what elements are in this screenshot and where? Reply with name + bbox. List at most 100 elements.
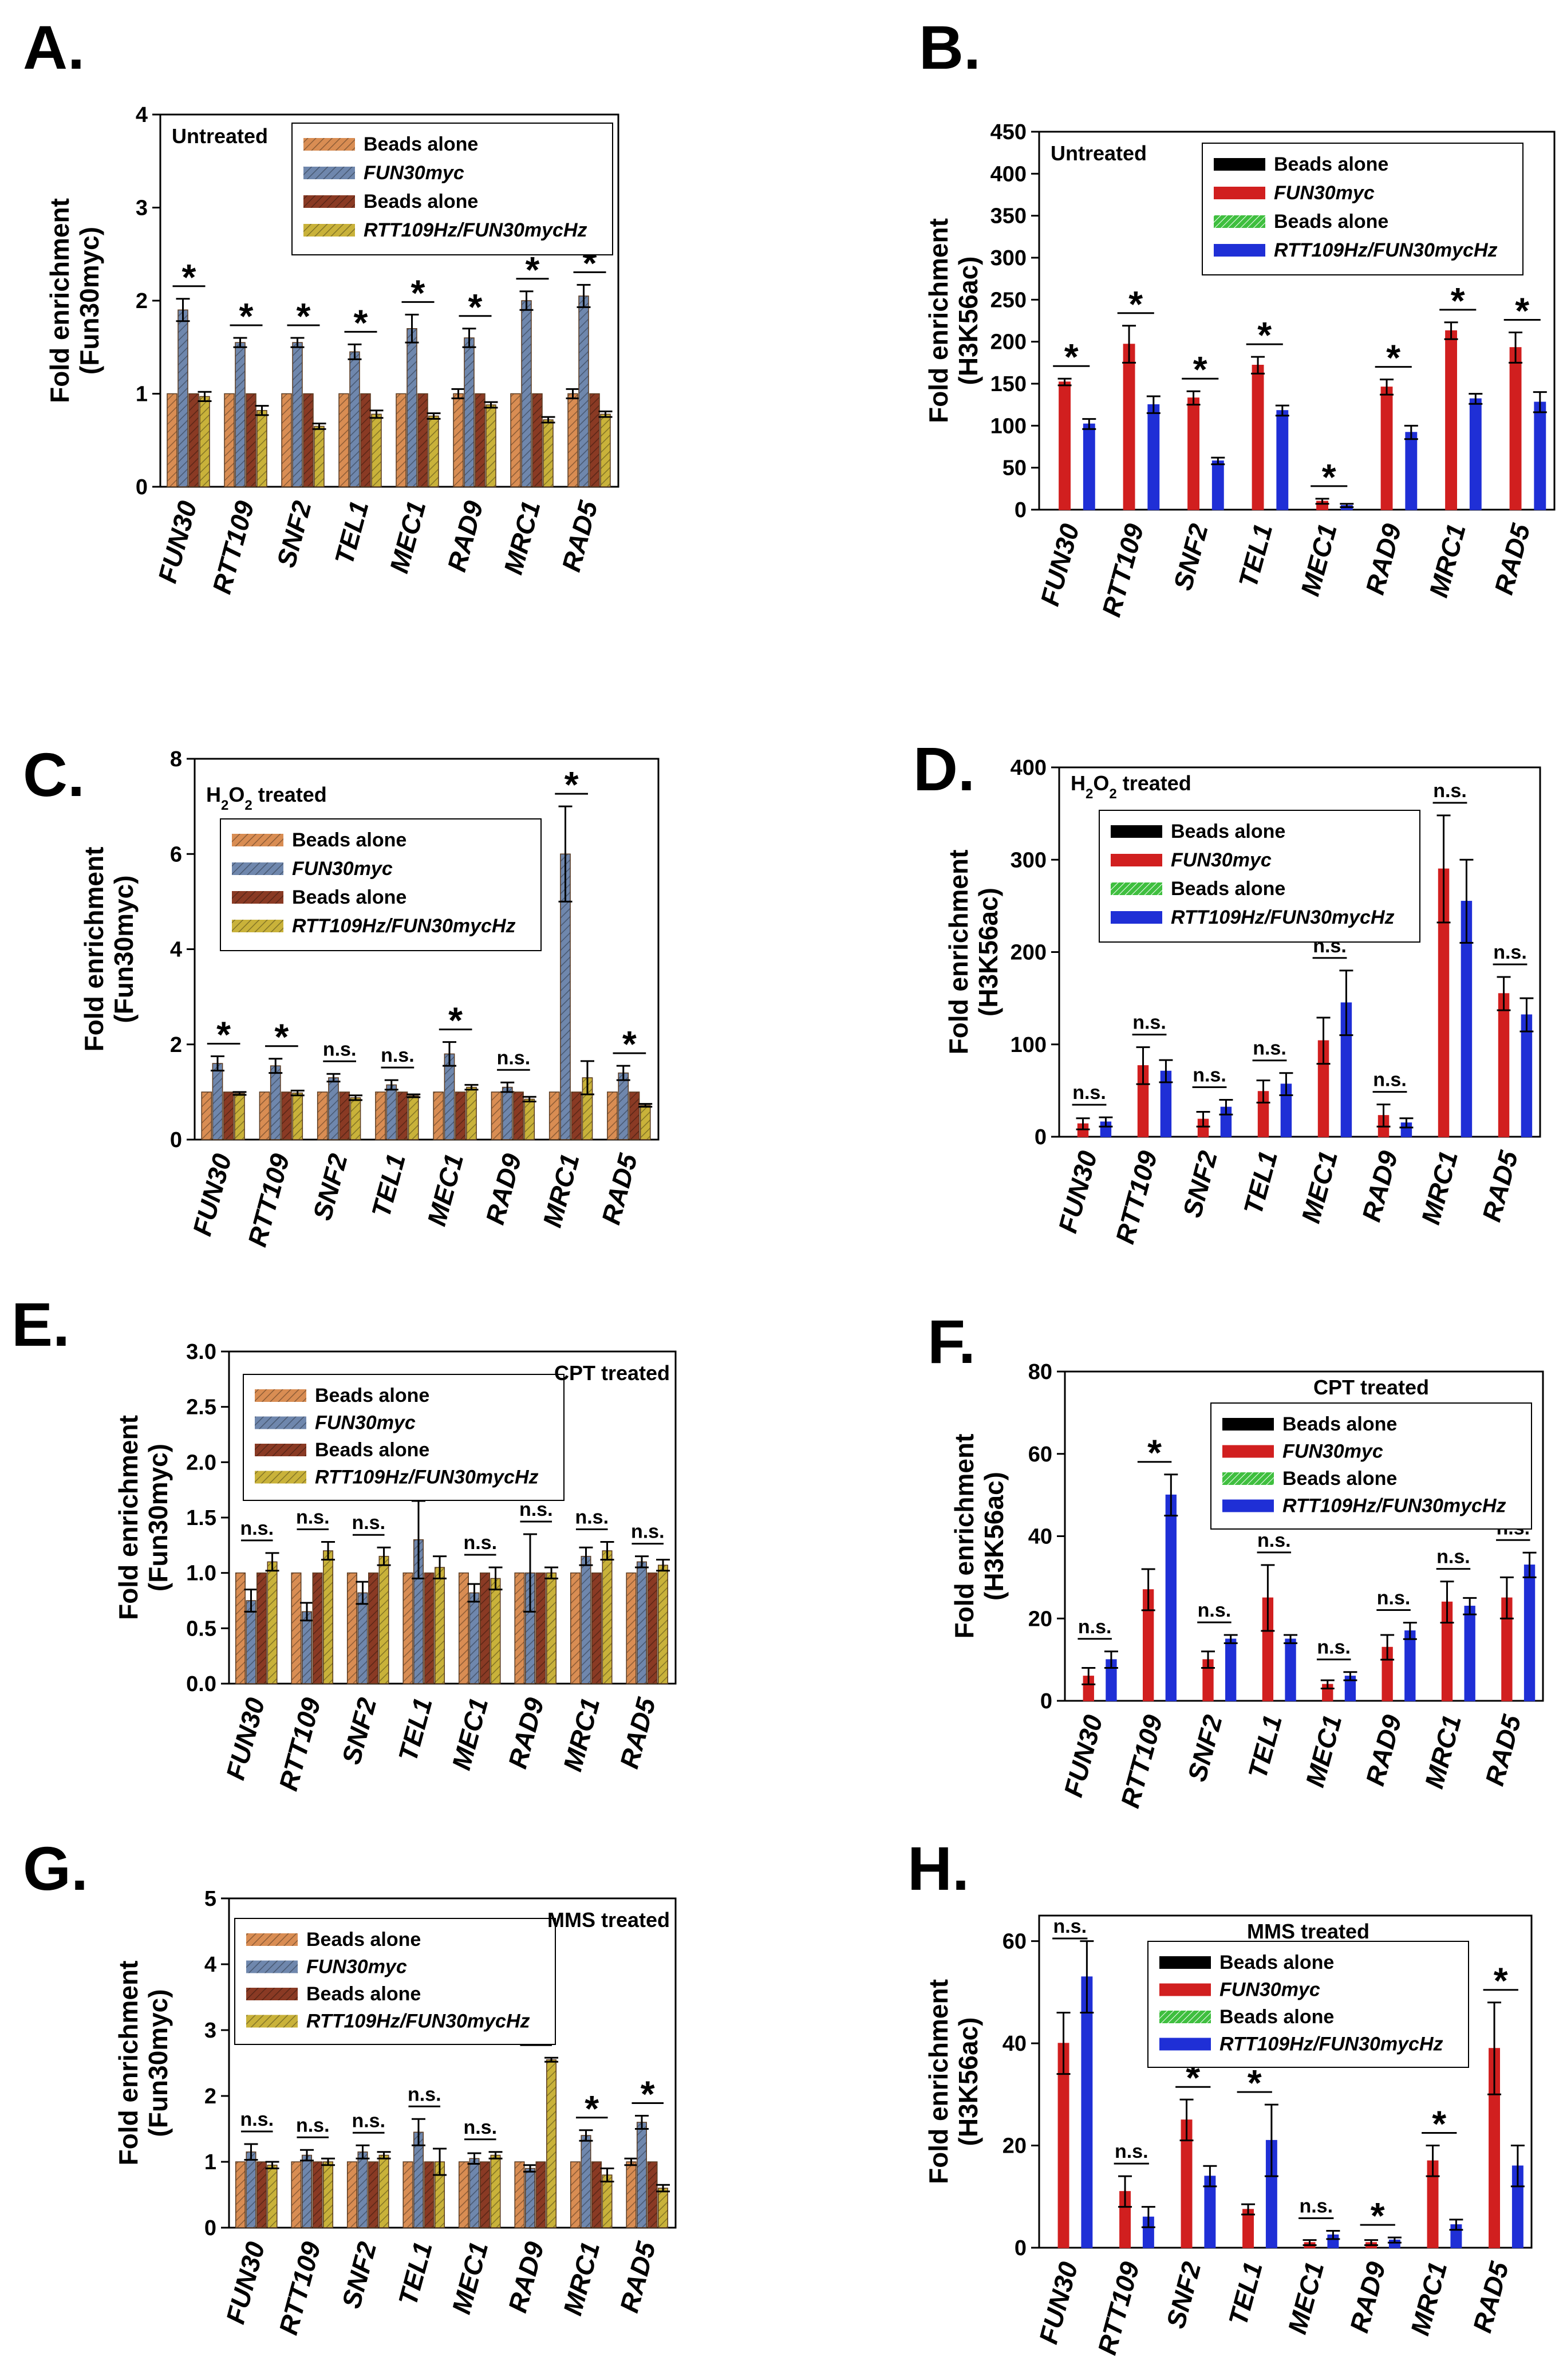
bar xyxy=(312,1572,323,1684)
significance-label: * xyxy=(216,1014,231,1055)
y-tick-label: 1.5 xyxy=(186,1506,216,1530)
chart-svg: 0 20 40 60 80 Fold enrichment(H3K56ac) n.s. FUN… xyxy=(949,1360,1544,1811)
y-tick-label: 2 xyxy=(170,1033,182,1057)
panel-g: G. 0 1 2 3 4 5 Fold enrichment(Fun30myc) n.s. FUN… xyxy=(0,1833,782,2380)
significance-label: * xyxy=(1147,1432,1162,1473)
significance-label: n.s. xyxy=(1299,2196,1333,2217)
x-tick-label: SNF2 xyxy=(307,1150,353,1223)
x-tick-label: SNF2 xyxy=(1161,2259,1207,2331)
legend-swatch xyxy=(303,224,355,237)
y-tick-label: 40 xyxy=(1002,2032,1027,2056)
x-tick-label: TEL1 xyxy=(1242,1712,1288,1782)
significance-label: n.s. xyxy=(1253,1038,1286,1059)
bar xyxy=(1534,401,1546,510)
legend-swatch xyxy=(1222,1418,1274,1431)
bar xyxy=(636,1561,647,1684)
bar xyxy=(510,393,521,487)
bar xyxy=(397,1092,408,1140)
bar xyxy=(338,393,349,487)
legend-swatch xyxy=(255,1416,306,1429)
bar xyxy=(1081,1976,1093,2248)
bar xyxy=(546,1572,557,1684)
chart-title: H2O2 treated xyxy=(206,783,327,813)
significance-label: * xyxy=(1193,349,1207,390)
significance-label: n.s. xyxy=(408,2083,441,2105)
bar xyxy=(246,2152,256,2228)
legend-label: Beads alone xyxy=(364,133,478,155)
bar xyxy=(618,1072,629,1140)
bar xyxy=(567,393,578,487)
y-tick-label: 2.0 xyxy=(186,1451,216,1475)
chart-svg: 0 1 2 3 4 Fold enrichment(Fun30myc) * FUN30 * RTT… xyxy=(45,103,619,597)
chart-title-part: 2 xyxy=(1086,786,1093,802)
x-tick-label: RTT109 xyxy=(1115,1712,1168,1811)
bar xyxy=(469,2158,480,2228)
bar xyxy=(292,1092,303,1140)
bar xyxy=(424,1572,435,1684)
significance-label: * xyxy=(1515,290,1529,332)
chart-title: CPT treated xyxy=(554,1361,670,1385)
y-tick-label: 4 xyxy=(136,103,148,127)
significance-label: n.s. xyxy=(1193,1065,1226,1086)
bar xyxy=(1509,347,1522,510)
bar xyxy=(177,309,188,487)
bar xyxy=(458,1572,469,1684)
significance-label: * xyxy=(1064,336,1079,377)
significance-label: n.s. xyxy=(296,1507,330,1528)
y-axis-label-line: Fold enrichment xyxy=(113,1415,143,1620)
chart-title-part: 2 xyxy=(221,798,228,813)
y-tick-label: 300 xyxy=(990,246,1027,270)
x-tick-label: RAD9 xyxy=(502,1695,550,1772)
bar xyxy=(1521,1014,1533,1137)
significance-label: n.s. xyxy=(497,1047,531,1069)
bar xyxy=(339,1092,350,1140)
x-tick-label: MEC1 xyxy=(1296,1148,1343,1226)
bar xyxy=(292,342,303,487)
bar xyxy=(490,2154,501,2228)
chart-title: Untreated xyxy=(172,124,268,148)
y-axis-label-line: (Fun30myc) xyxy=(143,1989,173,2137)
bar xyxy=(535,1572,546,1684)
panel-letter: E. xyxy=(11,1290,70,1359)
bar xyxy=(378,1555,389,1684)
significance-label: n.s. xyxy=(240,2109,274,2130)
legend-swatch xyxy=(303,138,355,151)
bar xyxy=(368,1572,379,1684)
chart-title: H2O2 treated xyxy=(1071,771,1191,802)
bar xyxy=(1276,410,1289,510)
legend-label: RTT109Hz/FUN30mycHz xyxy=(292,915,516,937)
y-axis-label: Fold enrichment(Fun30myc) xyxy=(79,847,139,1052)
bar xyxy=(581,1555,591,1684)
legend-swatch xyxy=(303,167,355,179)
bar xyxy=(629,1092,640,1140)
legend-swatch xyxy=(1111,825,1162,838)
bar xyxy=(514,2161,525,2228)
bar xyxy=(402,2161,413,2228)
y-axis-label-line: Fold enrichment xyxy=(944,850,973,1055)
bar xyxy=(524,1098,535,1140)
significance-label: * xyxy=(411,272,425,313)
bar xyxy=(502,1086,513,1140)
x-tick-label: RAD5 xyxy=(614,2238,661,2316)
bar xyxy=(281,1092,292,1140)
bar xyxy=(360,393,371,487)
legend-label: FUN30myc xyxy=(1282,1441,1383,1463)
x-tick-label: RAD9 xyxy=(1360,521,1407,598)
bar xyxy=(600,413,611,487)
y-axis-label-line: Fold enrichment xyxy=(923,218,953,423)
legend-label: Beads alone xyxy=(364,191,478,212)
bar xyxy=(626,2161,637,2228)
plot-frame xyxy=(1038,1914,1533,2249)
y-tick-label: 0 xyxy=(1015,2236,1027,2260)
y-axis-label-line: (H3K56ac) xyxy=(953,2018,983,2146)
x-tick-label: RTT109 xyxy=(1092,2259,1145,2358)
legend-label: Beads alone xyxy=(292,886,406,908)
chart-title-part: treated xyxy=(1117,771,1191,795)
x-tick-label: RAD9 xyxy=(1360,1712,1407,1789)
y-tick-label: 3 xyxy=(204,2019,216,2043)
x-tick-label: MRC1 xyxy=(1419,1712,1467,1791)
y-axis-label-line: Fold enrichment xyxy=(113,1961,143,2166)
legend-swatch xyxy=(1214,215,1265,228)
y-tick-label: 0 xyxy=(1015,498,1027,522)
bar xyxy=(636,2122,647,2228)
